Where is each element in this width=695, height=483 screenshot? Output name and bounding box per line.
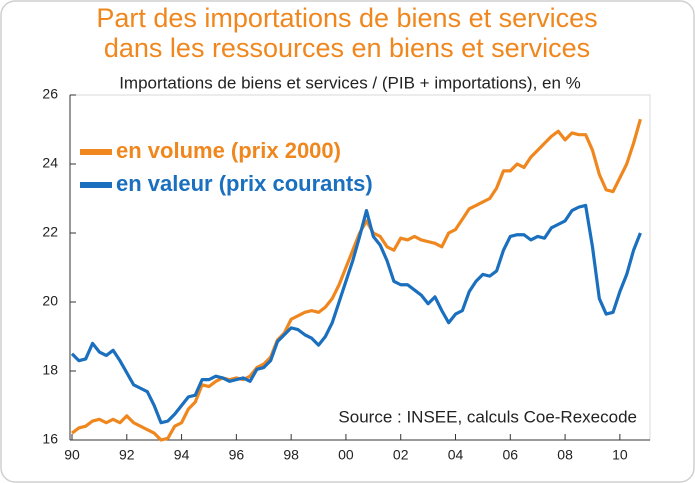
source: Source : INSEE, calculs Coe-Rexecode <box>338 407 637 426</box>
x-tick-label: 90 <box>64 447 80 463</box>
series-line <box>71 118 642 442</box>
x-tick-label: 98 <box>283 447 299 463</box>
y-tick-label: 18 <box>42 362 58 378</box>
x-tick-label: 96 <box>229 447 245 463</box>
x-tick-label: 00 <box>338 447 354 463</box>
y-tick-label: 16 <box>42 431 58 447</box>
y-tick-label: 24 <box>42 155 58 171</box>
chart-title: dans les ressources en biens et services <box>104 33 590 63</box>
y-tick-label: 26 <box>42 86 58 102</box>
series-line <box>70 203 642 425</box>
subtitle: Importations de biens et services / (PIB… <box>119 73 581 92</box>
y-tick-label: 22 <box>42 224 58 240</box>
x-tick-label: 06 <box>503 447 519 463</box>
x-tick-label: 92 <box>119 447 135 463</box>
x-tick-label: 08 <box>557 447 573 463</box>
chart-title: Part des importations de biens et servic… <box>96 3 597 33</box>
x-tick-label: 10 <box>612 447 628 463</box>
x-tick-label: 02 <box>393 447 409 463</box>
legend-label: en volume (prix 2000) <box>116 138 341 163</box>
legend-label: en valeur (prix courants) <box>116 171 373 196</box>
x-tick-label: 94 <box>174 447 190 463</box>
y-tick-label: 20 <box>42 293 58 309</box>
x-tick-label: 04 <box>448 447 464 463</box>
